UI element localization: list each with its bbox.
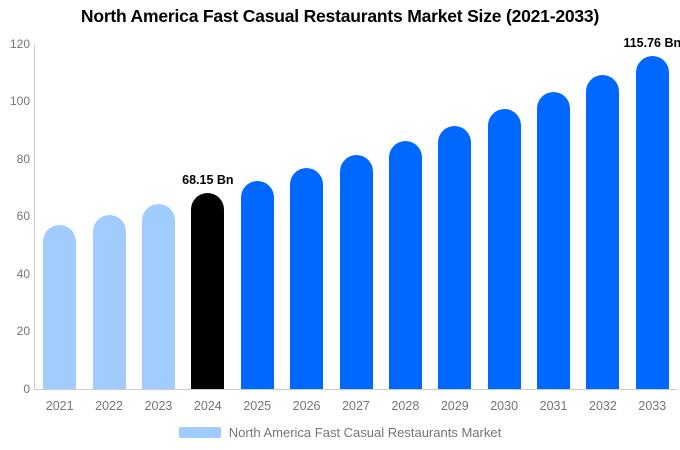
y-axis-tick-label: 20 [16, 324, 30, 339]
y-axis-tick-label: 80 [16, 151, 30, 166]
x-axis-label-2027: 2027 [342, 399, 370, 413]
legend-label: North America Fast Casual Restaurants Ma… [228, 425, 502, 440]
legend-swatch [178, 427, 221, 438]
x-axis-label-2026: 2026 [292, 399, 321, 413]
x-axis-label-2021: 2021 [45, 399, 74, 413]
bar-value-annotation-2033: 115.76 Bn [623, 35, 680, 50]
bar-value-annotation-2024: 68.15 Bn [182, 172, 234, 187]
bar-2032[interactable] [586, 74, 620, 389]
x-axis-label-2028: 2028 [391, 399, 420, 413]
x-axis-label-2029: 2029 [440, 399, 469, 413]
x-axis-label-2025: 2025 [243, 399, 272, 413]
x-axis-label-2022: 2022 [95, 399, 123, 413]
chart-title: North America Fast Casual Restaurants Ma… [80, 6, 600, 26]
y-axis-tick-label: 100 [9, 94, 30, 109]
y-axis-tick-label: 40 [16, 266, 30, 281]
y-axis-tick-label: 60 [16, 209, 30, 224]
bar-2029[interactable] [438, 125, 472, 389]
bar-2030[interactable] [487, 109, 521, 389]
bar-2031[interactable] [537, 92, 571, 389]
y-axis-tick-label: 120 [9, 36, 30, 51]
bar-2033[interactable] [635, 55, 669, 389]
bar-2028[interactable] [388, 140, 422, 389]
bar-2027[interactable] [339, 154, 373, 389]
legend[interactable]: North America Fast Casual Restaurants Ma… [0, 425, 680, 440]
x-axis-label-2023: 2023 [144, 399, 173, 413]
bar-2021[interactable] [43, 224, 77, 389]
bar-2026[interactable] [290, 168, 324, 389]
x-axis-line [34, 389, 677, 390]
x-axis-label-2031: 2031 [539, 399, 568, 413]
bar-2024[interactable] [191, 192, 225, 389]
bar-2022[interactable] [92, 214, 126, 389]
x-axis-label-2032: 2032 [589, 399, 617, 413]
y-axis-line [34, 43, 35, 389]
x-axis-label-2033: 2033 [638, 399, 667, 413]
bar-2023[interactable] [141, 204, 175, 389]
y-axis-tick-label: 0 [23, 382, 30, 396]
bar-2025[interactable] [240, 180, 274, 389]
x-axis-label-2024: 2024 [193, 399, 222, 413]
x-axis-label-2030: 2030 [490, 399, 519, 413]
